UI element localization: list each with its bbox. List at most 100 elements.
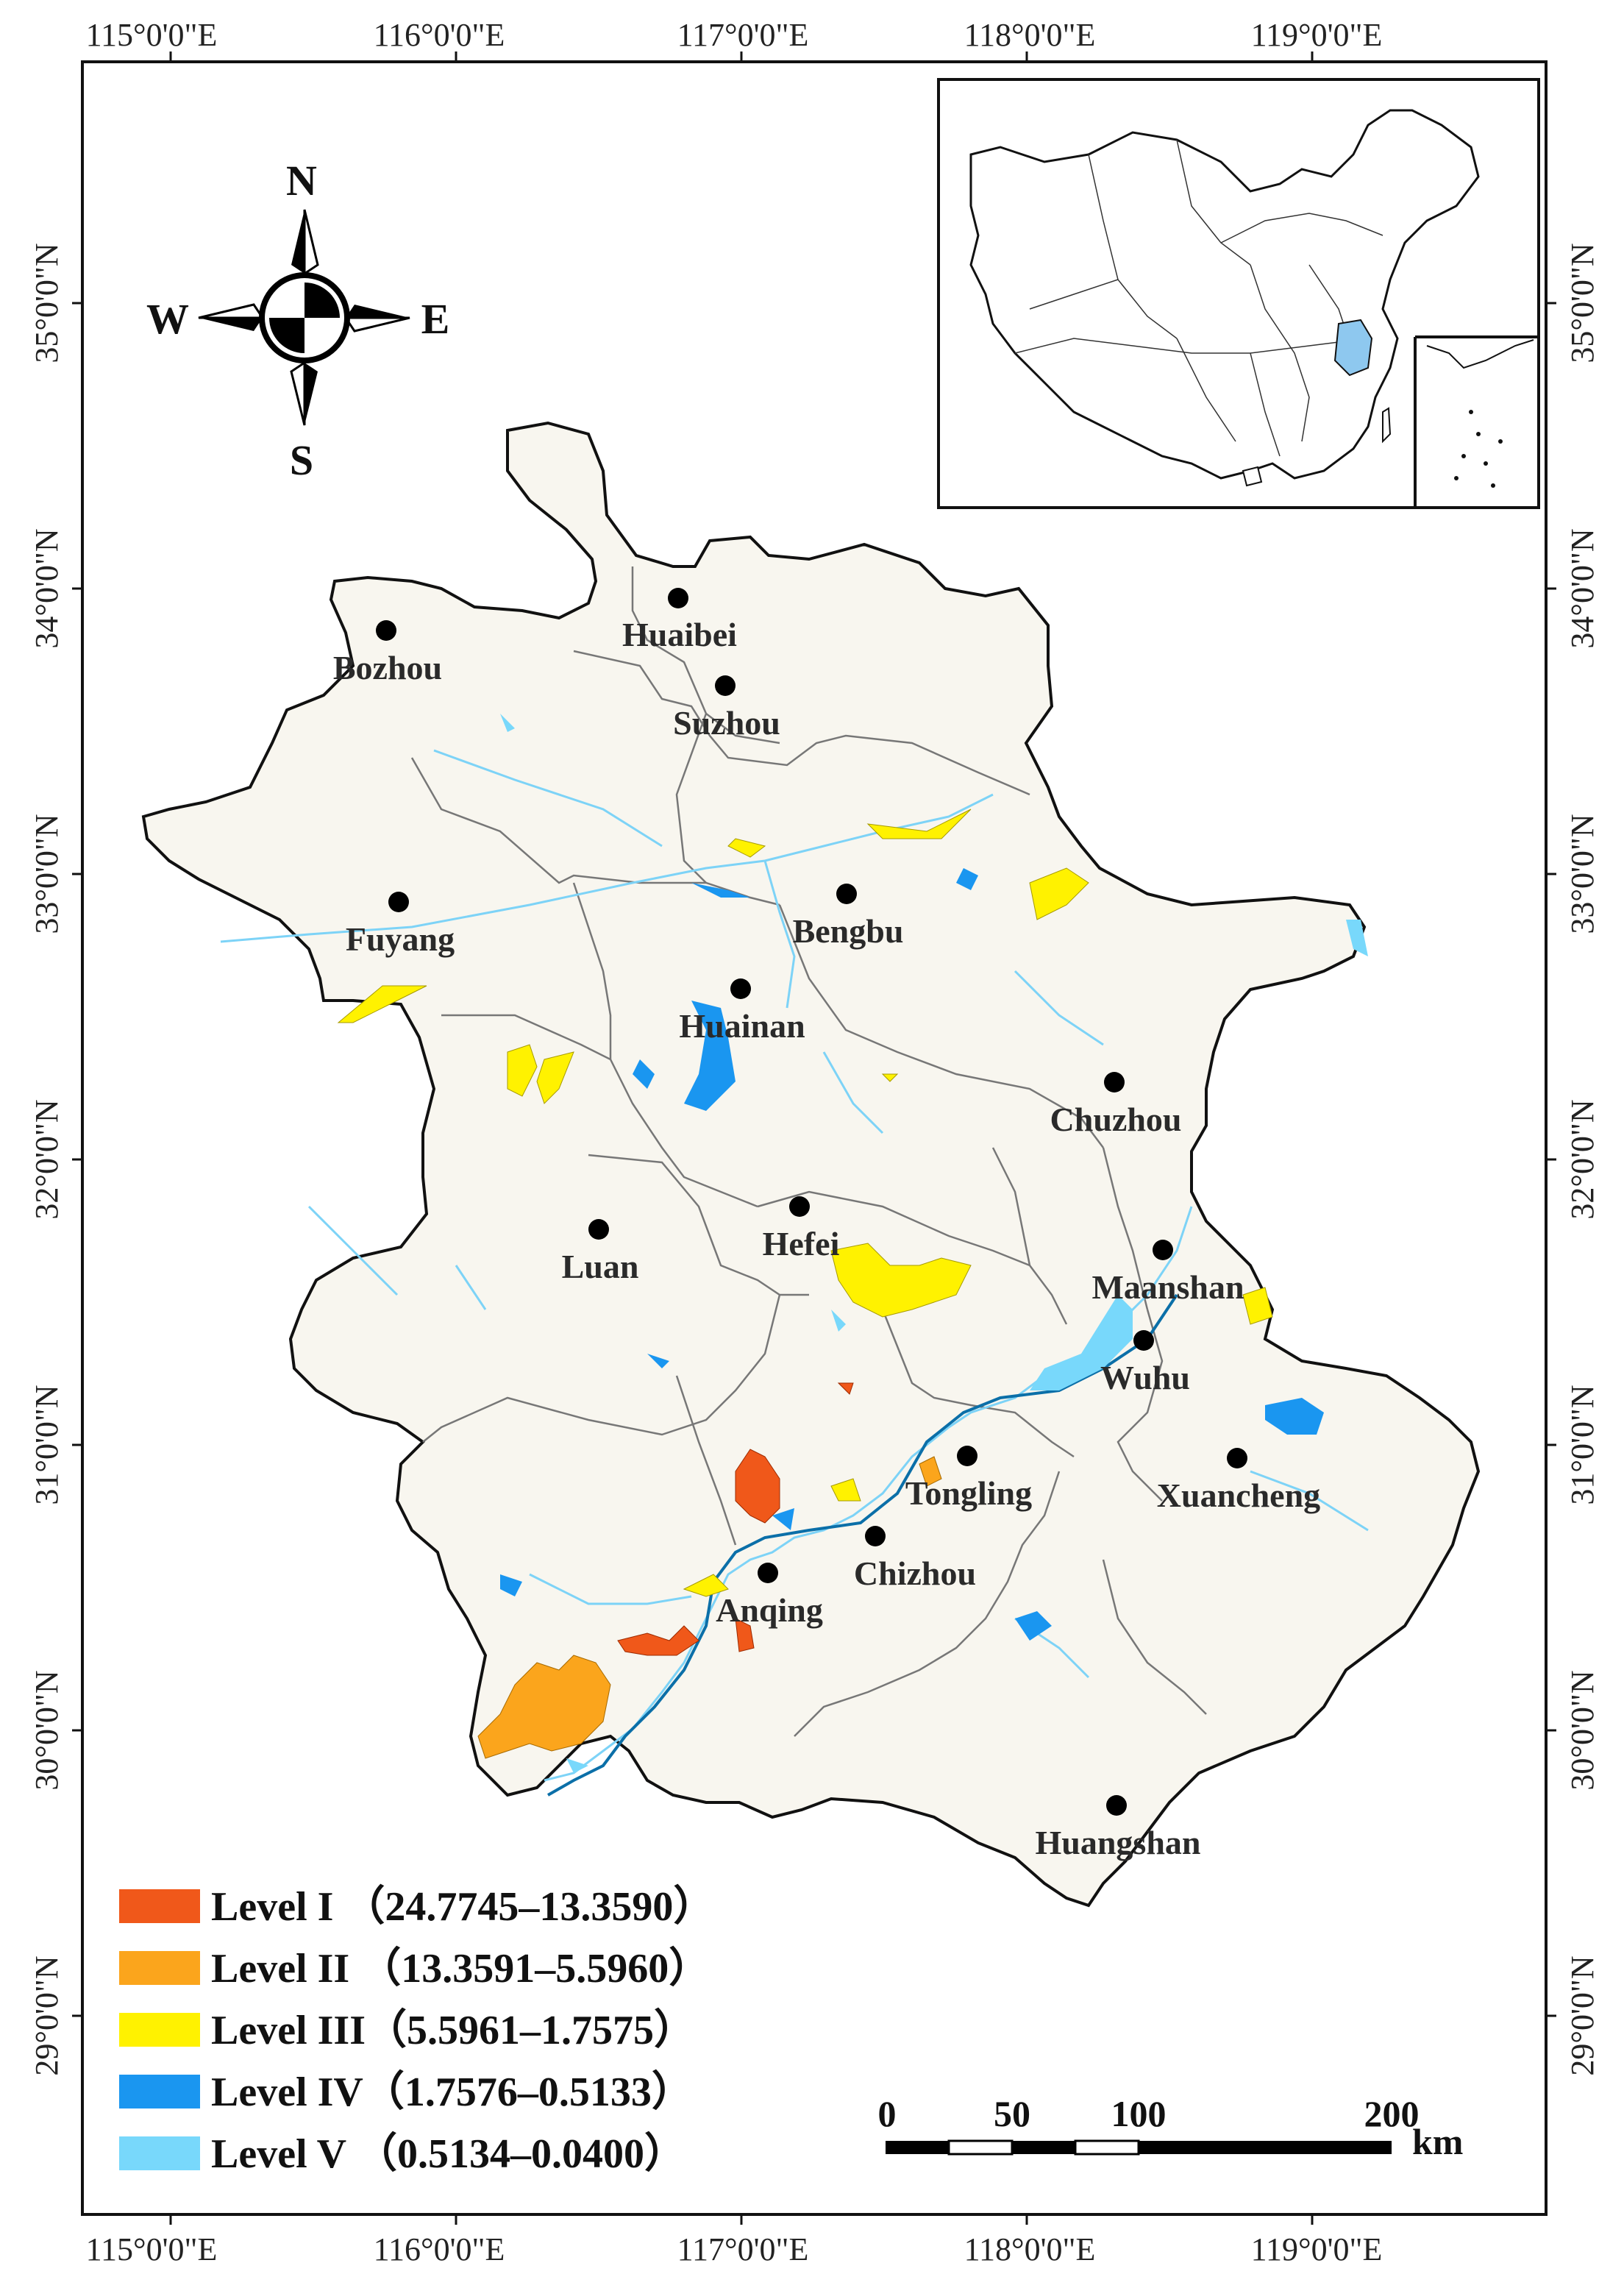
city-dot-suzhou: [715, 675, 736, 696]
scale-bar: 0 50 100 200 km: [878, 2093, 1464, 2162]
legend-swatch-level-ii: [119, 1951, 200, 1985]
city-dot-chizhou: [865, 1526, 886, 1546]
legend-swatch-level-i: [119, 1889, 200, 1923]
legend-label-level-v: Level V （0.5134–0.0400）: [211, 2131, 685, 2177]
compass-south-letter: S: [290, 436, 313, 484]
city-label-xuancheng: Xuancheng: [1157, 1477, 1320, 1514]
lon-labels-bottom: 115°0'0"E 116°0'0"E 117°0'0"E 118°0'0"E …: [86, 2231, 1383, 2267]
city-label-huangshan: Huangshan: [1035, 1824, 1200, 1861]
city-dot-wuhu: [1133, 1330, 1154, 1351]
lat-label-34-left: 34°0'0"N: [29, 528, 65, 648]
compass-center-q1: [304, 283, 340, 318]
legend-swatch-level-iii: [119, 2013, 200, 2047]
scale-tick-200: 200: [1364, 2093, 1420, 2134]
scale-bar-segment-1: [886, 2141, 949, 2154]
province-outline: [141, 421, 1481, 1908]
city-dot-bengbu: [836, 884, 857, 904]
city-label-huaibei: Huaibei: [622, 616, 737, 653]
city-dot-anqing: [758, 1563, 778, 1583]
level-ii-areas: [477, 1456, 942, 1759]
compass-north-letter: N: [286, 157, 317, 205]
taiwan-island: [1382, 407, 1392, 444]
level-i-areas: [617, 1382, 854, 1656]
legend-swatch-level-iv: [119, 2075, 200, 2108]
city-label-chizhou: Chizhou: [854, 1555, 976, 1592]
city-dot-xuancheng: [1227, 1448, 1247, 1468]
legend-label-level-iii: Level III（5.5961–1.7575）: [211, 2007, 695, 2053]
city-label-luan: Luan: [562, 1248, 639, 1285]
compass-west-point-light: [198, 303, 265, 319]
city-label-maanshan: Maanshan: [1091, 1268, 1244, 1306]
lon-label-118-bottom: 118°0'0"E: [964, 2231, 1096, 2267]
lon-label-115-top: 115°0'0"E: [86, 17, 218, 53]
compass-east-letter: E: [421, 295, 450, 343]
scale-tick-50: 50: [994, 2093, 1030, 2134]
city-label-fuyang: Fuyang: [346, 920, 455, 958]
lat-label-30-right: 30°0'0"N: [1564, 1670, 1600, 1790]
city-label-suzhou: Suzhou: [673, 704, 780, 742]
lon-label-116-bottom: 116°0'0"E: [374, 2231, 505, 2267]
lat-label-30-left: 30°0'0"N: [29, 1670, 65, 1790]
compass-north-point-light: [303, 209, 319, 276]
scale-bar-segment-4: [1074, 2139, 1140, 2156]
level-iii-areas: [337, 809, 1273, 1597]
legend: Level I （24.7745–13.3590） Level II （13.3…: [119, 1883, 714, 2177]
city-label-wuhu: Wuhu: [1100, 1359, 1190, 1396]
city-label-huainan: Huainan: [679, 1007, 805, 1045]
inset-map: [937, 78, 1540, 509]
level-iv-areas: [500, 868, 1324, 1641]
compass-south-point-light: [290, 360, 306, 426]
lat-label-31-left: 31°0'0"N: [29, 1385, 65, 1504]
lat-label-33-right: 33°0'0"N: [1564, 814, 1600, 934]
city-label-anqing: Anqing: [716, 1591, 823, 1629]
compass-east-point-light: [343, 316, 410, 333]
city-label-bozhou: Bozhou: [333, 649, 442, 686]
city-dot-luan: [588, 1219, 609, 1240]
south-china-sea-islands: [1454, 410, 1503, 488]
lat-labels-right: 35°0'0"N 34°0'0"N 33°0'0"N 32°0'0"N 31°0…: [1564, 243, 1600, 2075]
lat-label-29-right: 29°0'0"N: [1564, 1955, 1600, 2075]
city-dot-huangshan: [1106, 1795, 1127, 1816]
lat-labels-left: 35°0'0"N 34°0'0"N 33°0'0"N 32°0'0"N 31°0…: [29, 243, 65, 2075]
city-dot-hefei: [789, 1196, 810, 1217]
level-v-areas: [500, 714, 1368, 1773]
yangtze-river: [547, 1293, 1178, 1797]
lon-label-119-bottom: 119°0'0"E: [1251, 2231, 1383, 2267]
city-dots: [376, 588, 1247, 1816]
lat-label-35-left: 35°0'0"N: [29, 243, 65, 363]
scale-bar-segment-5: [1139, 2141, 1392, 2154]
legend-label-level-ii: Level II （13.3591–5.5960）: [211, 1945, 710, 1992]
city-dot-chuzhou: [1104, 1072, 1125, 1093]
city-label-bengbu: Bengbu: [793, 912, 904, 950]
prefecture-boundaries: [410, 566, 1207, 1737]
lat-label-35-right: 35°0'0"N: [1564, 243, 1600, 363]
city-label-chuzhou: Chuzhou: [1050, 1101, 1182, 1138]
scale-tick-100: 100: [1111, 2093, 1167, 2134]
city-dot-fuyang: [388, 892, 409, 912]
lon-label-119-top: 119°0'0"E: [1251, 17, 1383, 53]
lat-label-34-right: 34°0'0"N: [1564, 528, 1600, 648]
china-province-lines: [1014, 139, 1383, 457]
city-dot-bozhou: [376, 620, 396, 641]
china-outline: [969, 109, 1480, 480]
anhui-highlight: [1333, 319, 1373, 377]
legend-swatch-level-v: [119, 2136, 200, 2170]
scale-unit: km: [1412, 2121, 1463, 2162]
compass-center-q3: [269, 318, 304, 353]
scale-bar-segment-2: [947, 2139, 1014, 2156]
lon-label-117-top: 117°0'0"E: [677, 17, 809, 53]
city-labels: Bozhou Huaibei Suzhou Fuyang Bengbu Huai…: [333, 616, 1320, 1861]
south-china-sea-coast: [1426, 339, 1534, 369]
graticule-ticks: [72, 51, 1556, 2225]
compass-west-letter: W: [146, 295, 189, 343]
lon-labels-top: 115°0'0"E 116°0'0"E 117°0'0"E 118°0'0"E …: [86, 17, 1383, 53]
lon-label-116-top: 116°0'0"E: [374, 17, 505, 53]
city-dot-tongling: [957, 1446, 977, 1466]
lon-label-118-top: 118°0'0"E: [964, 17, 1096, 53]
lat-label-32-left: 32°0'0"N: [29, 1099, 65, 1219]
lat-label-31-right: 31°0'0"N: [1564, 1385, 1600, 1504]
city-dot-huaibei: [668, 588, 688, 608]
city-dot-maanshan: [1153, 1240, 1173, 1260]
lat-label-33-left: 33°0'0"N: [29, 814, 65, 934]
